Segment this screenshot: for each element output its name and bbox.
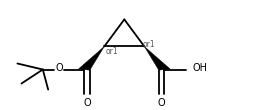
Polygon shape <box>79 46 104 70</box>
Text: or1: or1 <box>106 47 118 56</box>
Text: O: O <box>83 98 91 108</box>
Text: or1: or1 <box>143 40 156 50</box>
Text: O: O <box>55 62 63 72</box>
Text: OH: OH <box>193 62 207 72</box>
Text: O: O <box>158 98 166 108</box>
Polygon shape <box>144 46 170 70</box>
